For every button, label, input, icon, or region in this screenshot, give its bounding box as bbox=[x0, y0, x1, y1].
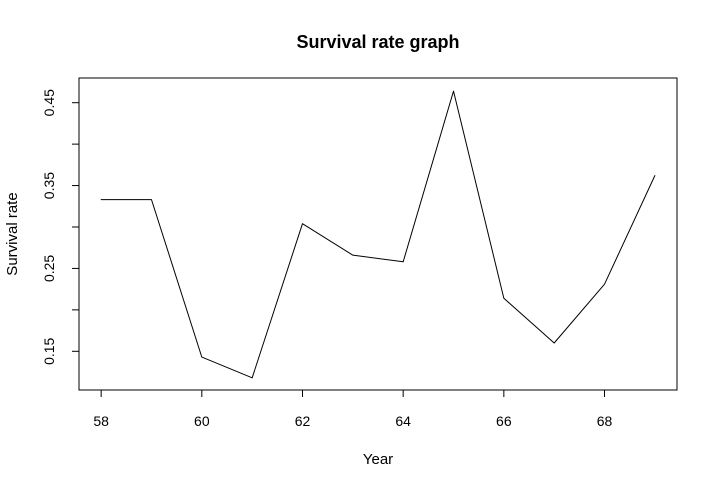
x-tick-label-66: 66 bbox=[496, 413, 512, 429]
y-axis-label: Survival rate bbox=[4, 192, 21, 275]
chart-title: Survival rate graph bbox=[296, 32, 459, 52]
y-tick-label-0-45: 0.45 bbox=[41, 89, 57, 116]
plot-frame bbox=[78, 77, 678, 391]
x-axis: 58 60 62 64 66 68 bbox=[93, 389, 613, 429]
y-tick-label-0-25: 0.25 bbox=[41, 255, 57, 282]
x-tick-label-68: 68 bbox=[597, 413, 613, 429]
series-layer bbox=[100, 90, 656, 379]
x-tick-label-58: 58 bbox=[93, 413, 109, 429]
series-line-0 bbox=[100, 90, 656, 379]
x-axis-label: Year bbox=[363, 451, 393, 468]
y-axis: 0.15 0.25 0.35 0.45 bbox=[41, 89, 80, 365]
x-tick-label-62: 62 bbox=[295, 413, 311, 429]
y-tick-label-0-35: 0.35 bbox=[41, 172, 57, 199]
y-tick-label-0-15: 0.15 bbox=[41, 337, 57, 364]
x-tick-label-64: 64 bbox=[395, 413, 411, 429]
x-tick-label-60: 60 bbox=[194, 413, 210, 429]
